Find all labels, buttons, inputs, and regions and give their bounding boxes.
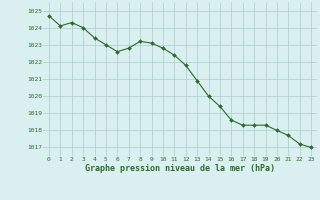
X-axis label: Graphe pression niveau de la mer (hPa): Graphe pression niveau de la mer (hPa) xyxy=(85,164,275,173)
